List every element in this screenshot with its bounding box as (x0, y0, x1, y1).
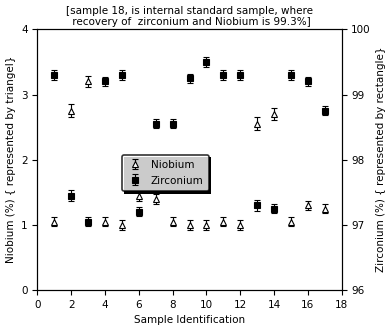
Y-axis label: Zirconium (%) { represented by rectangle}: Zirconium (%) { represented by rectangle… (376, 47, 387, 272)
FancyBboxPatch shape (124, 157, 211, 194)
Legend: Niobium, Zirconium: Niobium, Zirconium (122, 155, 209, 191)
Title: [sample 18, is internal standard sample, where
 recovery of  zirconium and Niobi: [sample 18, is internal standard sample,… (66, 6, 313, 27)
Y-axis label: Niobium (%) { represented by triangel}: Niobium (%) { represented by triangel} (5, 56, 16, 263)
X-axis label: Sample Identification: Sample Identification (134, 315, 245, 325)
